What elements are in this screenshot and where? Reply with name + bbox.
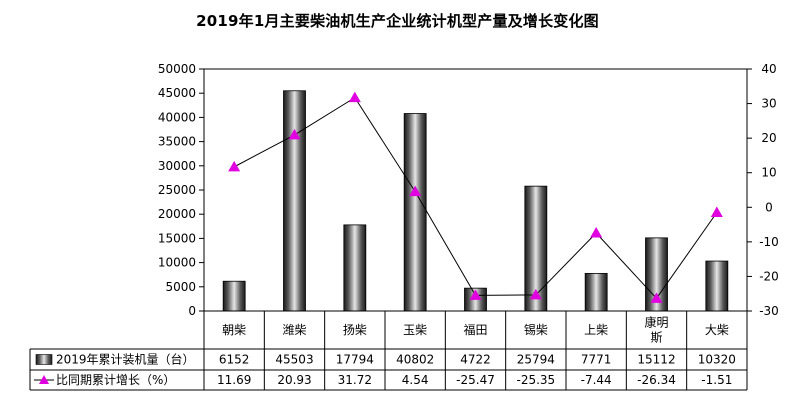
growth-marker xyxy=(348,91,361,103)
bar xyxy=(283,90,306,312)
growth-marker xyxy=(409,185,422,197)
category-label-line: 扬柴 xyxy=(343,322,367,337)
left-axis-tick-label: 45000 xyxy=(158,86,196,100)
category-label-line: 锡柴 xyxy=(524,322,548,337)
chart-title: 2019年1月主要柴油机生产企业统计机型产量及增长变化图 xyxy=(196,12,599,30)
growth-value-cell: -1.51 xyxy=(701,373,732,387)
growth-marker xyxy=(228,160,241,172)
bar xyxy=(584,272,608,312)
growth-value-cell: -26.34 xyxy=(637,373,676,387)
right-axis-tick-label: 0 xyxy=(765,200,773,214)
legend-line-marker xyxy=(39,375,49,384)
left-axis-tick-label: 0 xyxy=(188,304,196,318)
bar-value-cell: 7771 xyxy=(581,353,612,367)
growth-marker xyxy=(288,128,301,140)
bar xyxy=(705,260,729,312)
left-axis-tick-label: 30000 xyxy=(158,159,196,173)
left-axis-tick-label: 5000 xyxy=(165,280,196,294)
growth-marker xyxy=(469,289,482,300)
plot-frame: 0 5000 10000 15000 20000 25000 30000 35000 40000… xyxy=(158,62,779,318)
bar xyxy=(222,280,246,312)
right-axis-tick-label: -10 xyxy=(759,235,779,249)
right-axis-tick-label: -30 xyxy=(759,304,779,318)
data-table: 朝柴 潍柴 扬柴 玉柴 福田 锡柴 上柴 康明斯 大柴 2019年累计装机量（台） 比同期累计增长（… xyxy=(29,310,748,391)
bar-value-cell: 15112 xyxy=(637,353,675,367)
bar-value-cell: 25794 xyxy=(517,353,555,367)
growth-value-cell: 20.93 xyxy=(277,373,311,387)
growth-value-cell: -25.47 xyxy=(456,373,495,387)
category-label-line: 斯 xyxy=(650,331,662,345)
category-label-line: 康明 xyxy=(644,315,668,330)
growth-value-cell: 11.69 xyxy=(217,373,251,387)
bar xyxy=(403,113,427,312)
growth-marker xyxy=(529,288,542,300)
bar-value-cell: 6152 xyxy=(219,353,250,367)
bar-value-cell: 4722 xyxy=(460,353,491,367)
bar-series xyxy=(222,90,729,312)
category-label: 玉柴 xyxy=(403,323,427,337)
left-axis-tick-label: 25000 xyxy=(158,183,196,197)
legend-bar-swatch xyxy=(35,354,53,365)
growth-line xyxy=(233,96,718,300)
category-label-line: 福田 xyxy=(463,322,487,337)
category-label: 扬柴 xyxy=(343,322,367,337)
left-axis-tick-label: 15000 xyxy=(158,231,196,245)
category-label-line: 上柴 xyxy=(584,323,608,337)
bar-value-cell: 40802 xyxy=(396,353,434,367)
right-axis-tick-label: 10 xyxy=(761,166,776,180)
category-label: 福田 xyxy=(463,322,487,337)
line-series xyxy=(228,91,723,303)
right-axis-tick-label: -20 xyxy=(759,269,779,283)
category-label-line: 朝柴 xyxy=(222,323,246,337)
right-axis-tick-label: 20 xyxy=(761,131,776,145)
bar-value-cell: 17794 xyxy=(336,353,374,367)
right-axis-tick-label: 40 xyxy=(761,62,776,76)
category-label-line: 潍柴 xyxy=(282,323,306,337)
bar-value-cell: 10320 xyxy=(698,353,736,367)
left-axis-tick-label: 35000 xyxy=(158,135,196,149)
category-label-line: 玉柴 xyxy=(403,323,427,337)
left-axis-tick-label: 20000 xyxy=(158,207,196,221)
growth-value-cell: 31.72 xyxy=(338,373,372,387)
growth-marker xyxy=(590,227,603,238)
growth-value-cell: 4.54 xyxy=(402,373,429,387)
left-axis-tick-label: 50000 xyxy=(158,62,196,76)
category-label-line: 大柴 xyxy=(705,323,729,337)
growth-value-cell: -25.35 xyxy=(516,373,555,387)
legend-bar-label: 2019年累计装机量（台） xyxy=(56,352,195,367)
bar-value-cell: 45503 xyxy=(275,353,313,367)
bar xyxy=(343,224,367,312)
growth-marker xyxy=(650,292,663,303)
legend-line-label: 比同期累计增长（%） xyxy=(56,373,175,387)
growth-value-cell: -7.44 xyxy=(581,373,612,387)
category-label: 锡柴 xyxy=(524,322,548,337)
growth-marker xyxy=(710,206,723,218)
category-label: 上柴 xyxy=(584,323,608,337)
category-label: 大柴 xyxy=(705,323,729,337)
category-label: 潍柴 xyxy=(282,323,306,337)
category-label: 康明斯 xyxy=(644,315,668,345)
left-axis-tick-label: 10000 xyxy=(158,256,196,270)
left-axis-tick-label: 40000 xyxy=(158,110,196,124)
right-axis-tick-label: 30 xyxy=(761,97,776,111)
category-label: 朝柴 xyxy=(222,323,246,337)
